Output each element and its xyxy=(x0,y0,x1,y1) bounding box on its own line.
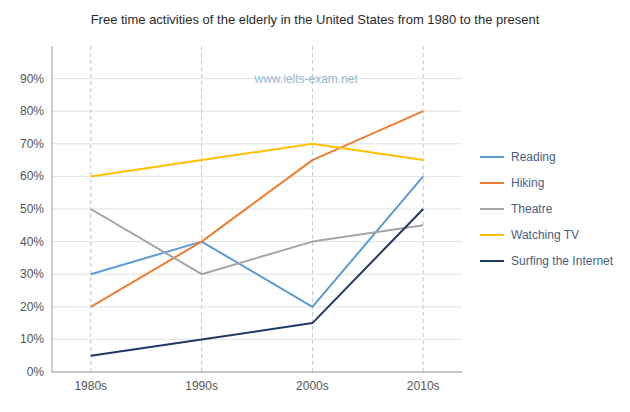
x-tick-label: 1990s xyxy=(185,379,218,393)
y-tick-label: 60% xyxy=(20,169,44,183)
grid-line xyxy=(52,143,462,144)
y-tick-label: 90% xyxy=(20,72,44,86)
chart-svg: Free time activities of the elderly in t… xyxy=(0,0,630,412)
legend-label: Reading xyxy=(511,150,556,164)
grid-line xyxy=(52,209,462,210)
legend-swatch xyxy=(480,208,504,210)
grid-line xyxy=(52,176,462,177)
grid-line xyxy=(52,372,462,373)
x-tick-label: 2010s xyxy=(407,379,440,393)
legend-swatch xyxy=(480,234,504,236)
y-tick-label: 40% xyxy=(20,235,44,249)
y-tick-label: 20% xyxy=(20,300,44,314)
grid-line xyxy=(52,306,462,307)
legend-label: Surfing the Internet xyxy=(511,254,614,268)
y-axis-line xyxy=(52,46,53,372)
x-tick-label: 2000s xyxy=(296,379,329,393)
legend-swatch xyxy=(480,260,504,262)
title: Free time activities of the elderly in t… xyxy=(91,12,540,27)
series-line xyxy=(91,176,423,306)
x-tick-label: 1980s xyxy=(74,379,107,393)
grid-line xyxy=(52,339,462,340)
legend-swatch xyxy=(480,156,504,158)
legend-label: Theatre xyxy=(511,202,553,216)
y-tick-label: 0% xyxy=(27,365,45,379)
legend-label: Hiking xyxy=(511,176,544,190)
grid-line xyxy=(52,111,462,112)
y-tick-label: 30% xyxy=(20,267,44,281)
series-line xyxy=(91,144,423,177)
legend-swatch xyxy=(480,182,504,184)
series-line xyxy=(91,209,423,274)
chart-container: Free time activities of the elderly in t… xyxy=(0,0,630,412)
grid-line xyxy=(52,241,462,242)
x-axis-line xyxy=(52,372,462,373)
series-line xyxy=(91,111,423,307)
series-line xyxy=(91,209,423,356)
legend-label: Watching TV xyxy=(511,228,579,242)
y-tick-label: 80% xyxy=(20,104,44,118)
grid xyxy=(52,46,462,372)
legend: Reading Hiking Theatre Watching TV Surfing t… xyxy=(480,150,614,268)
annotation: www.ielts-exam.net xyxy=(254,72,359,86)
y-tick-label: 10% xyxy=(20,332,44,346)
y-tick-label: 50% xyxy=(20,202,44,216)
y-tick-label: 70% xyxy=(20,137,44,151)
category-line xyxy=(201,46,202,372)
series-group xyxy=(91,111,423,356)
